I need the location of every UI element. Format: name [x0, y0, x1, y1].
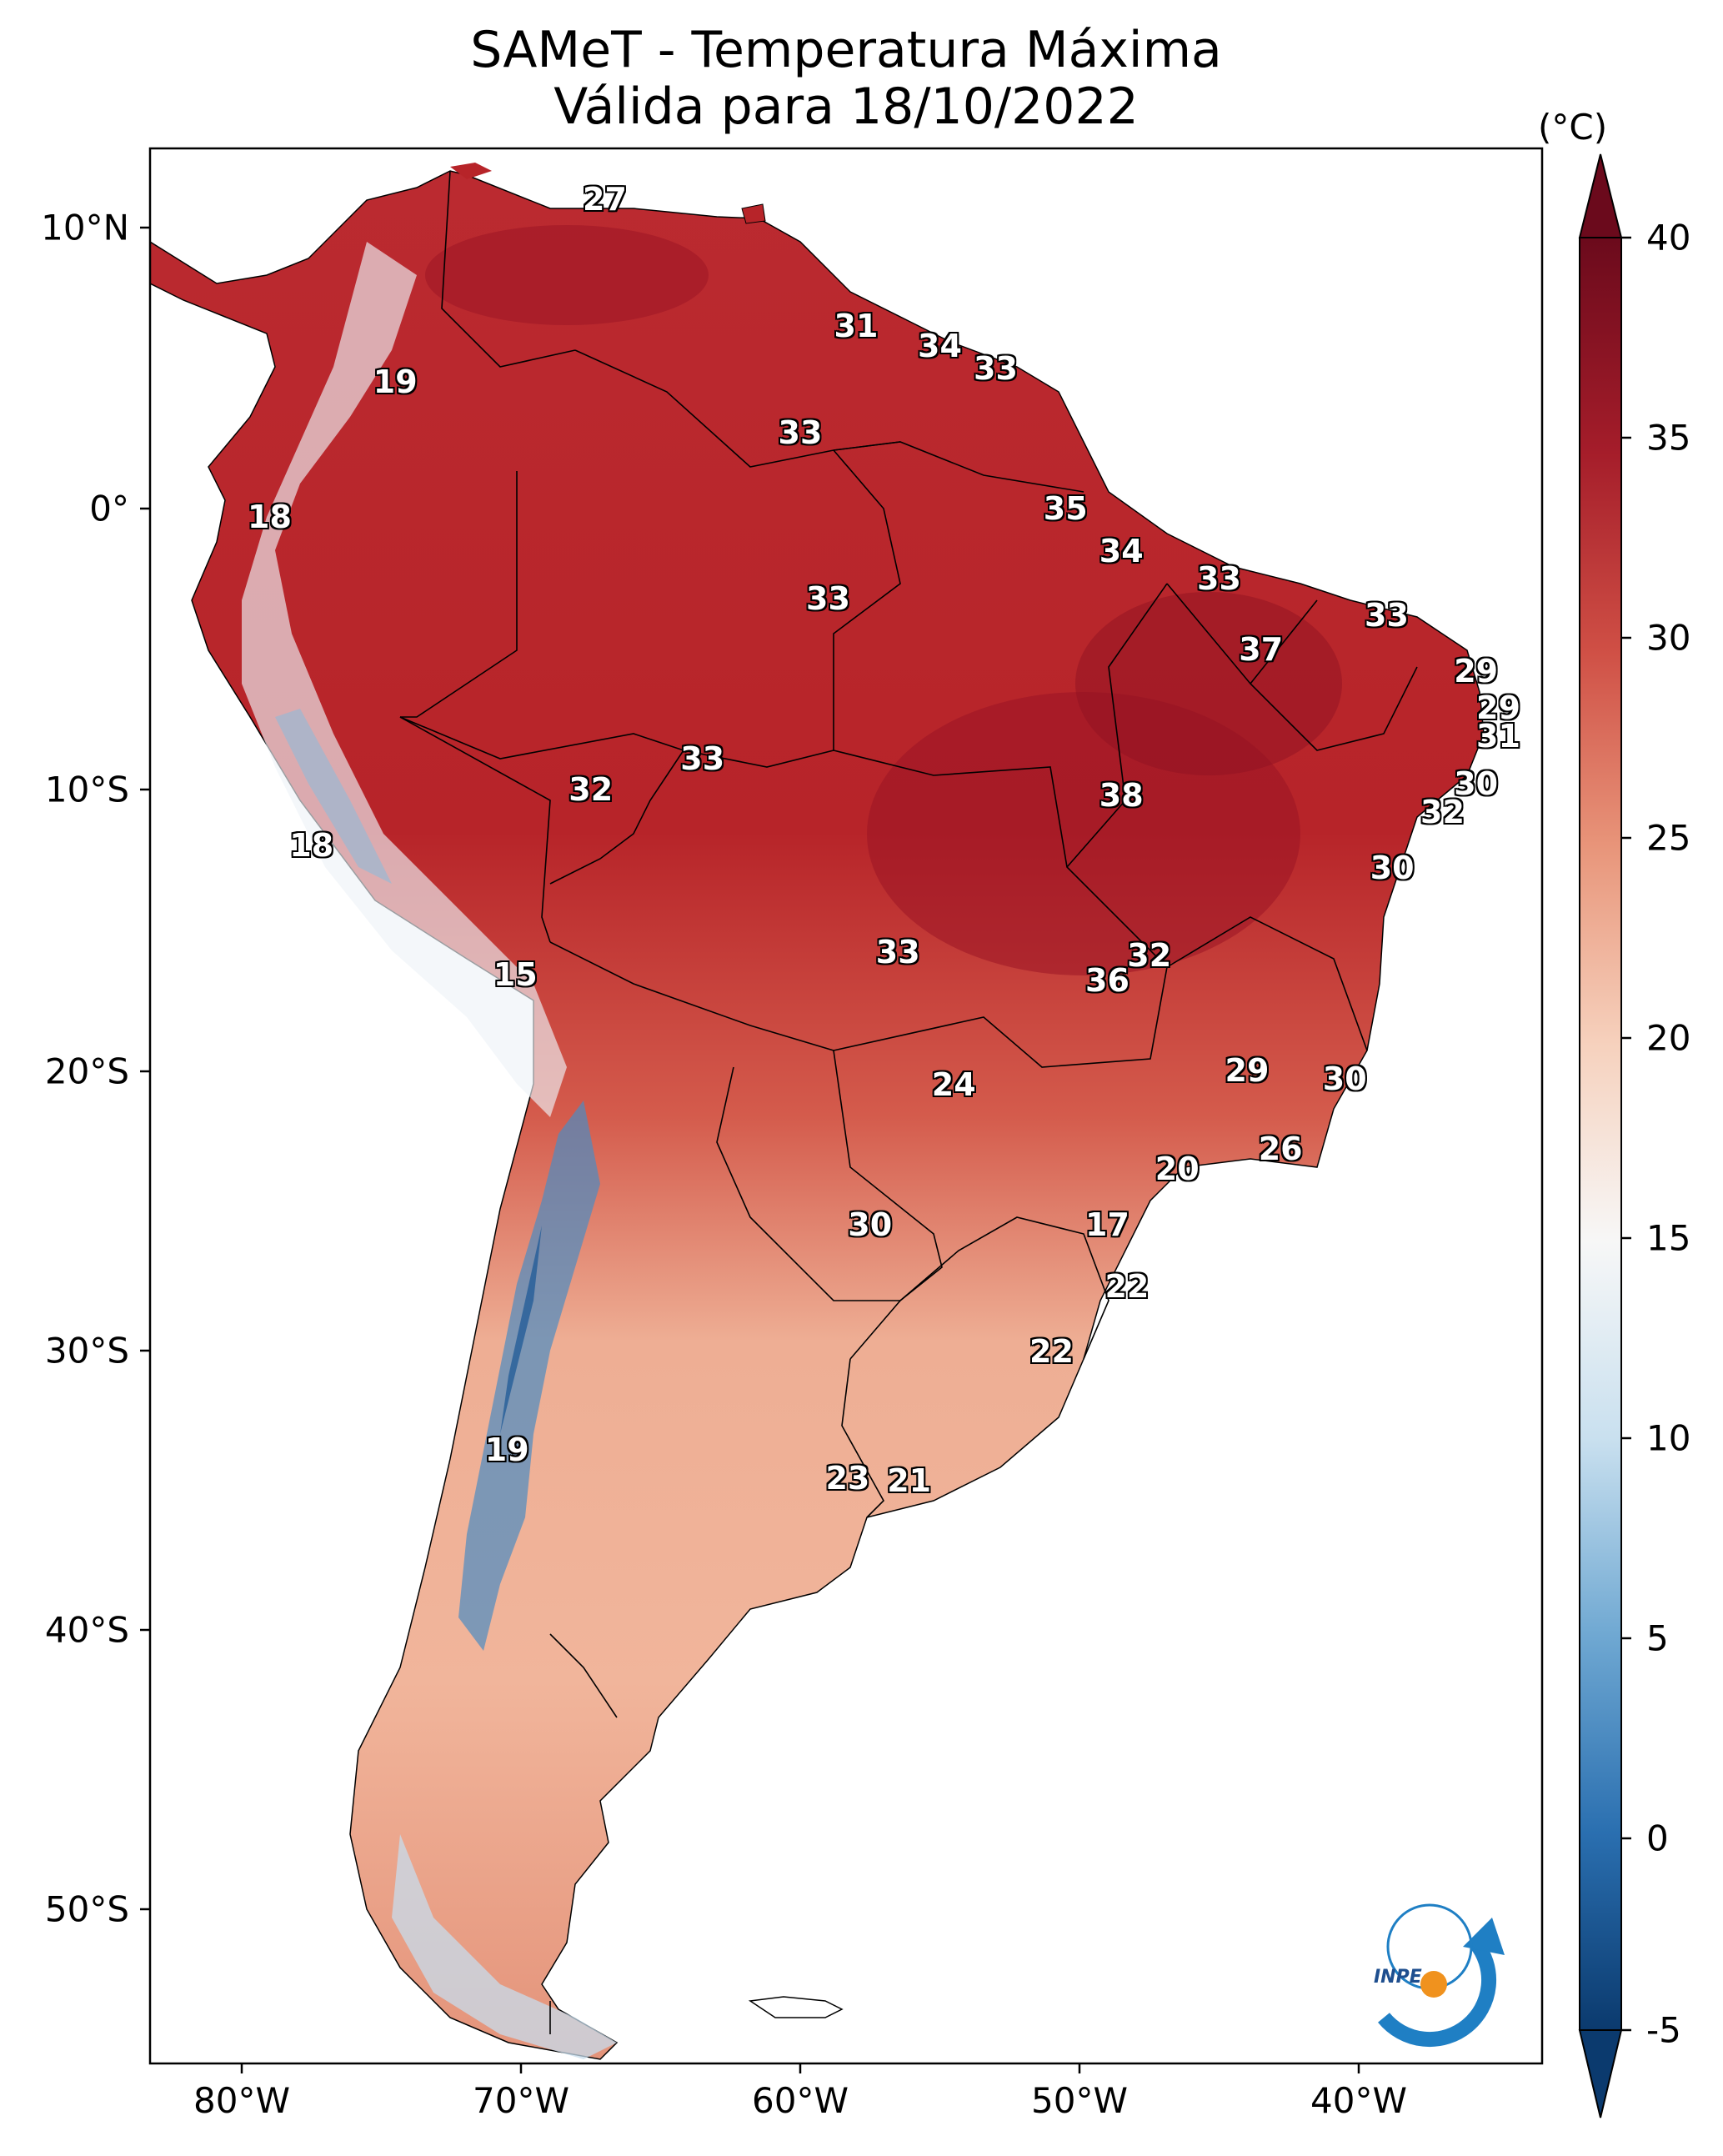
temperature-label: 33	[1197, 560, 1241, 598]
temperature-label: 33	[680, 740, 725, 777]
andes-coldest	[500, 1226, 542, 1434]
colorbar-tick-40: 40	[1646, 217, 1691, 258]
colorbar-tick-10: 10	[1646, 1417, 1691, 1459]
colorbar-tick-20: 20	[1646, 1017, 1691, 1059]
temperature-label: 18	[289, 827, 334, 865]
colorbar-max-arrow	[1578, 153, 1623, 238]
temperature-label: 34	[1099, 532, 1144, 569]
temperature-label: 20	[1155, 1150, 1200, 1187]
temperature-label: 19	[484, 1431, 529, 1468]
patagonia-cool	[392, 1834, 617, 2059]
lon-label-70w: 70°W	[473, 2080, 569, 2121]
lat-label-20s: 20°S	[44, 1050, 129, 1092]
colorbar	[1578, 153, 1631, 2118]
lat-tick-marks	[140, 226, 150, 1911]
lon-label-60w: 60°W	[752, 2080, 849, 2121]
temperature-label: 19	[373, 364, 418, 401]
temperature-label: 30	[1370, 850, 1415, 887]
temperature-label: 29	[1476, 689, 1520, 727]
temperature-label: 31	[1476, 717, 1520, 755]
lat-label-30s: 30°S	[44, 1330, 129, 1371]
caribbean-island	[450, 163, 492, 179]
temperature-label: 17	[1085, 1206, 1129, 1244]
lon-tick-marks	[240, 2063, 1360, 2073]
lat-label-10n: 10°N	[41, 207, 129, 248]
country-borders	[399, 170, 1418, 2034]
inpe-logo: INPE	[1374, 1903, 1505, 2048]
colorbar-tick-35: 35	[1646, 417, 1691, 459]
temperature-label: 22	[1104, 1268, 1150, 1306]
temperature-label: 15	[493, 956, 538, 994]
temperature-label: 24	[931, 1065, 976, 1103]
colorbar-tick-25: 25	[1646, 817, 1691, 859]
temperature-label: 36	[1085, 962, 1129, 1000]
lat-label-50s: 50°S	[44, 1888, 129, 1930]
temperature-label: 22	[1029, 1333, 1074, 1370]
temperature-label: 33	[974, 349, 1018, 387]
map-subtitle: Válida para 18/10/2022	[553, 78, 1139, 136]
temperature-label: 32	[568, 771, 614, 808]
temperature-label: 30	[1322, 1060, 1367, 1098]
temperature-label: 38	[1099, 776, 1144, 814]
falkland-islands	[748, 1996, 844, 2018]
colorbar-min-arrow	[1578, 2029, 1623, 2118]
temperature-label: 30	[1454, 765, 1499, 803]
colorbar-scale	[1579, 237, 1622, 2031]
logo-text: INPE	[1374, 1967, 1422, 1988]
temperature-label: 33	[1365, 597, 1409, 634]
temperature-label: 23	[825, 1459, 870, 1497]
temperature-label: 37	[1239, 630, 1284, 668]
lon-label-80w: 80°W	[193, 2080, 290, 2121]
colorbar-unit: (°C)	[1538, 107, 1608, 148]
temperature-label: 33	[778, 414, 823, 451]
temperature-label: 29	[1225, 1052, 1270, 1089]
logo-dot	[1420, 1971, 1447, 1998]
temperature-label: 32	[1127, 936, 1172, 974]
andes-cold-peru	[275, 709, 392, 884]
logo-swoosh	[1378, 1938, 1497, 2048]
hot-zone-northeast	[1075, 592, 1342, 775]
temperature-label: 33	[806, 579, 850, 617]
trinidad-island	[741, 203, 766, 224]
colorbar-tick-0: 0	[1646, 1818, 1669, 1859]
lat-label-10s: 10°S	[44, 769, 129, 810]
andes-cold-south	[458, 1101, 600, 1651]
temperature-label: 27	[583, 181, 627, 218]
colorbar-tick-5: 5	[1646, 1617, 1669, 1659]
temperature-label: 29	[1454, 653, 1499, 690]
lat-label-40s: 40°S	[44, 1609, 129, 1651]
colorbar-tick-minus5: -5	[1646, 2009, 1681, 2051]
temperature-label: 21	[887, 1462, 932, 1500]
logo-arrow	[1463, 1918, 1505, 1955]
andes-cool-north	[242, 242, 567, 1117]
colorbar-tick-15: 15	[1646, 1217, 1691, 1259]
hot-zone-venezuela	[425, 225, 709, 325]
lon-label-40w: 40°W	[1310, 2080, 1407, 2121]
temperature-label: 31	[834, 307, 879, 344]
temperature-label: 30	[848, 1206, 893, 1244]
temperature-label: 35	[1043, 490, 1088, 527]
colorbar-tick-30: 30	[1646, 617, 1691, 659]
lon-label-50w: 50°W	[1031, 2080, 1128, 2121]
map-title: SAMeT - Temperatura Máxima	[470, 21, 1222, 79]
temperature-label: 34	[918, 327, 962, 364]
south-america-landmass	[150, 163, 1485, 2060]
temperature-label: 33	[875, 934, 920, 971]
lat-label-0: 0°	[89, 488, 129, 529]
map-frame	[148, 147, 1544, 2065]
temperature-label: 26	[1258, 1131, 1303, 1168]
temperature-label: 18	[248, 499, 292, 536]
temperature-label: 32	[1420, 793, 1465, 830]
